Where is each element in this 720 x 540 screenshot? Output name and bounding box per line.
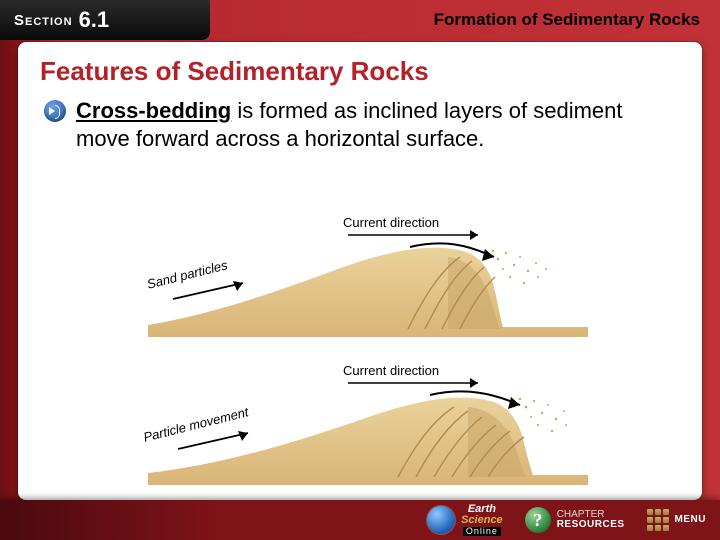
term: Cross-bedding	[76, 98, 231, 123]
chapter-l2: RESOURCES	[557, 520, 625, 530]
topic-title: Formation of Sedimentary Rocks	[434, 10, 700, 30]
earth-science-online-button[interactable]: Earth Science Online	[427, 504, 503, 536]
body-text: Cross-bedding is formed as inclined laye…	[76, 97, 636, 152]
chapter-label: CHAPTER RESOURCES	[557, 510, 625, 530]
content-panel: Features of Sedimentary Rocks Cross-bedd…	[18, 42, 702, 500]
menu-button[interactable]: MENU	[647, 509, 706, 531]
brand-line2: Science	[461, 515, 503, 526]
chapter-resources-button[interactable]: ? CHAPTER RESOURCES	[525, 507, 625, 533]
audio-icon[interactable]	[44, 100, 66, 122]
brand-logo: Earth Science Online	[461, 504, 503, 536]
diagram-top: Current direction Sand particles	[148, 217, 588, 337]
dune-svg-top	[148, 217, 588, 337]
section-number: 6.1	[79, 7, 110, 33]
label-current-direction-top: Current direction	[343, 215, 439, 230]
section-tab: Section 6.1	[0, 0, 210, 40]
menu-label: MENU	[675, 515, 706, 525]
menu-grid-icon	[647, 509, 669, 531]
brand-line3: Online	[463, 527, 501, 536]
diagram-bottom: Current direction Particle movement	[148, 365, 588, 485]
footer-bar: Earth Science Online ? CHAPTER RESOURCES…	[0, 500, 720, 540]
slide: Section 6.1 Formation of Sedimentary Roc…	[0, 0, 720, 540]
section-label: Section	[14, 12, 73, 29]
bullet-row: Cross-bedding is formed as inclined laye…	[44, 97, 676, 152]
globe-icon	[427, 506, 455, 534]
label-current-direction-bot: Current direction	[343, 363, 439, 378]
figure-area: Current direction Sand particles	[148, 217, 642, 485]
help-glyph: ?	[533, 510, 542, 531]
content-title: Features of Sedimentary Rocks	[40, 56, 680, 87]
help-icon: ?	[525, 507, 551, 533]
